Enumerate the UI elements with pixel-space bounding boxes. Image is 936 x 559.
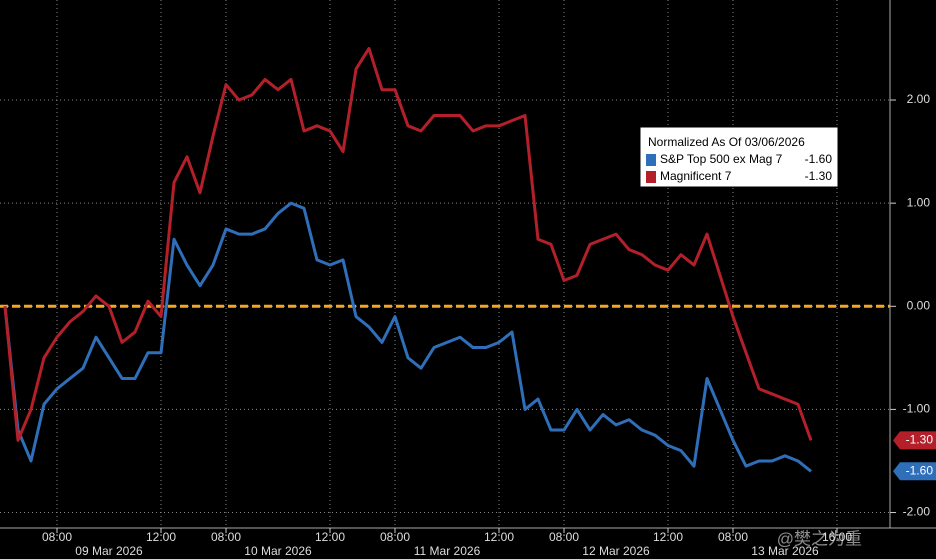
legend-value: -1.30 [805,169,833,183]
end-tag-label: -1.30 [906,433,934,447]
end-tag-label: -1.60 [906,463,934,477]
x-tick-label: 08:00 [718,530,748,544]
watermark: @樊之为重 [777,529,862,548]
legend-swatch [646,171,656,183]
date-label: 11 Mar 2026 [414,544,481,558]
x-tick-label: 12:00 [315,530,345,544]
date-label: 10 Mar 2026 [244,544,312,558]
end-tag [893,462,936,481]
legend-label: Magnificent 7 [660,169,732,183]
x-tick-label: 08:00 [42,530,72,544]
legend-label: S&P Top 500 ex Mag 7 [660,152,783,166]
x-tick-label: 12:00 [653,530,683,544]
legend-box [639,126,839,188]
legend-swatch [646,154,656,166]
x-tick-label: 08:00 [380,530,410,544]
x-tick-label: 08:00 [211,530,241,544]
series-line [3,46,813,442]
date-label: 09 Mar 2026 [75,544,143,558]
date-label: 12 Mar 2026 [582,544,650,558]
legend-title: Normalized As Of 03/06/2026 [648,135,805,149]
series-line [3,201,812,473]
y-tick-label: 0.00 [907,298,931,312]
x-tick-label: 08:00 [549,530,579,544]
end-tag [893,431,936,450]
x-tick-label: 16:00 [822,530,852,544]
legend-value: -1.60 [805,152,833,166]
y-tick-label: 1.00 [907,195,931,209]
y-tick-label: -1.00 [903,402,931,416]
x-tick-label: 12:00 [484,530,514,544]
x-tick-label: 12:00 [146,530,176,544]
date-label: 13 Mar 2026 [751,544,819,558]
y-tick-label: 2.00 [907,92,931,106]
y-tick-label: -2.00 [903,505,931,519]
legend: Normalized As Of 03/06/2026 S&P Top 500 e… [639,126,839,188]
